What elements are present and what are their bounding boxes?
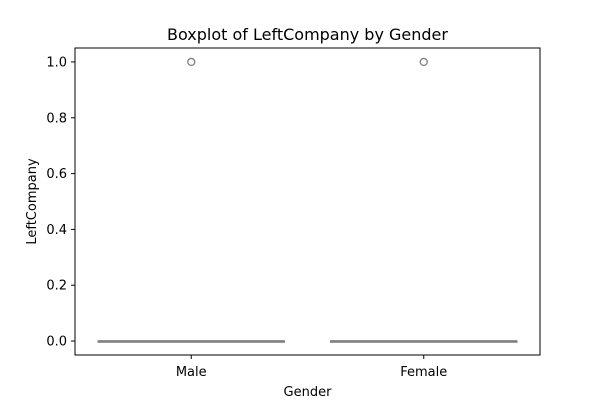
y-tick-label: 0.8 — [46, 111, 67, 126]
outlier-point — [419, 57, 428, 67]
plot-area — [74, 47, 541, 356]
y-tick-label: 0.4 — [46, 223, 67, 238]
outlier-point — [187, 57, 196, 67]
x-tick-label: Female — [400, 365, 447, 380]
y-tick-label: 0.6 — [46, 167, 67, 182]
y-tick-label: 1.0 — [46, 55, 67, 70]
y-tick-label: 0.2 — [46, 279, 67, 294]
box-male — [97, 57, 285, 343]
x-tick-label: Male — [176, 365, 207, 380]
y-axis: 0.0 0.2 0.4 0.6 0.8 1.0 — [46, 55, 75, 350]
boxes-layer — [97, 57, 518, 343]
chart-title: Boxplot of LeftCompany by Gender — [167, 25, 448, 44]
x-axis: Male Female — [176, 355, 447, 380]
y-tick-label: 0.0 — [46, 335, 67, 350]
box-female — [330, 57, 518, 343]
x-axis-label: Gender — [284, 385, 333, 400]
y-axis-label: LeftCompany — [25, 158, 40, 245]
